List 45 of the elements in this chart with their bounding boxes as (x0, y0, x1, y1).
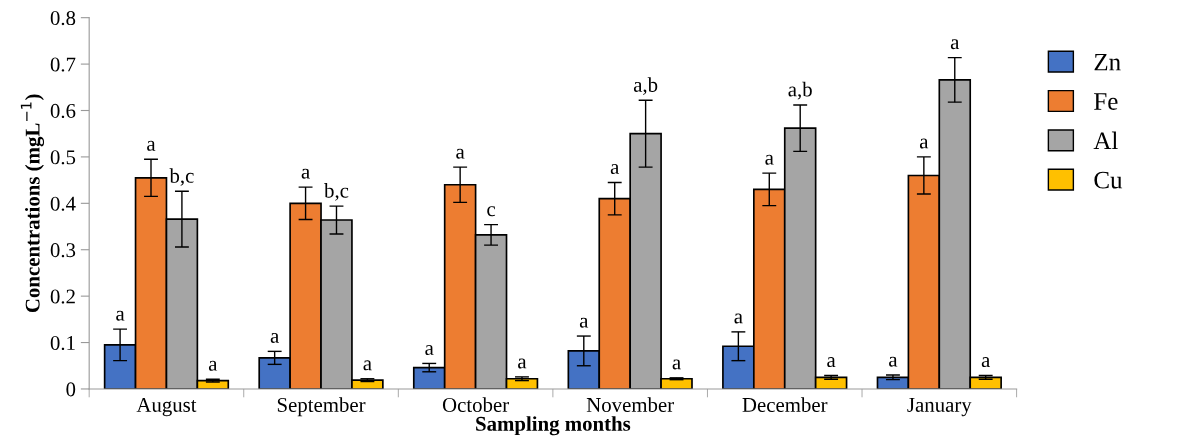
data-label: b,c (169, 168, 194, 186)
data-label: a (147, 140, 156, 151)
legend-label: Zn (1094, 53, 1121, 71)
y-tick-label: 0.1 (50, 335, 75, 351)
data-label: c (487, 206, 496, 217)
data-label: a (301, 168, 310, 179)
data-label: a (456, 148, 465, 159)
data-label: a (208, 360, 218, 371)
legend-label: Al (1093, 131, 1118, 149)
data-label: a (981, 357, 991, 368)
data-label: a (270, 332, 279, 343)
data-label: a (672, 359, 681, 370)
data-label: a (363, 360, 372, 371)
x-tick-label: November (586, 397, 674, 412)
data-label: a (889, 356, 898, 367)
y-tick-label: 0.7 (50, 57, 76, 72)
data-label: a (827, 357, 836, 368)
data-label: a (518, 358, 527, 369)
y-tick-label: 0.3 (50, 243, 76, 258)
x-tick-label: January (907, 398, 972, 417)
data-label: a (425, 345, 434, 356)
y-axis-title: Concentrations (mgL$^{−1}$) (20, 94, 45, 313)
data-label: a (919, 138, 929, 149)
data-label: a,b (788, 81, 812, 100)
data-label: a (765, 154, 774, 165)
x-tick-label: October (442, 397, 509, 412)
data-label: b,c (324, 183, 349, 201)
y-tick-label: 0.5 (50, 150, 76, 165)
legend-label: Fe (1094, 93, 1118, 110)
data-label: a,b (633, 77, 658, 95)
data-label: a (950, 39, 960, 50)
y-tick-label: 0.8 (50, 11, 76, 26)
data-label: a (116, 310, 125, 321)
legend-label: Cu (1094, 171, 1123, 189)
x-axis-title: Sampling months (476, 416, 631, 436)
y-tick-label: 0.4 (50, 196, 76, 211)
x-tick-label: December (742, 397, 828, 412)
y-tick-label: 0.6 (50, 103, 76, 119)
x-tick-label: August (136, 397, 197, 417)
y-tick-label: 0 (66, 382, 76, 397)
data-label: a (579, 317, 589, 328)
data-label: a (610, 164, 620, 175)
y-tick-label: 0.2 (50, 289, 75, 304)
data-label: a (734, 313, 743, 324)
x-tick-label: September (277, 397, 366, 417)
